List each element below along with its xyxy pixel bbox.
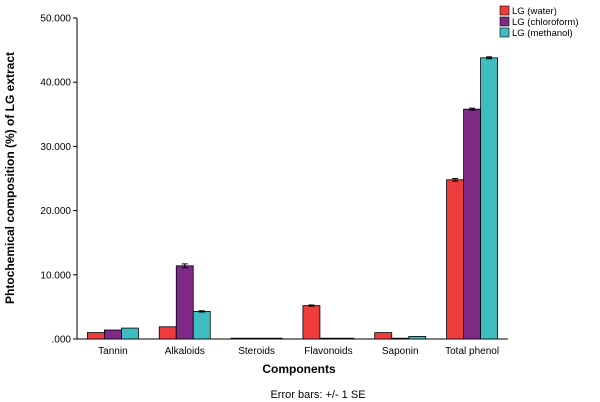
bars <box>87 56 498 340</box>
bar <box>319 337 338 340</box>
bar <box>302 305 321 340</box>
bar <box>104 329 122 340</box>
bar <box>175 265 194 340</box>
legend: LG (water)LG (chloroform)LG (methanol) <box>499 5 579 39</box>
legend-swatch <box>499 27 510 38</box>
bar <box>192 310 211 340</box>
x-axis: Tannin Alkaloids Steroids Flavonoids Saponin… <box>77 338 508 357</box>
x-axis-title: Components <box>262 362 336 376</box>
y-tick-label: 10.000 <box>40 270 71 281</box>
x-tick-label: Steroids <box>238 346 275 357</box>
bar <box>121 327 139 340</box>
legend-label: LG (chloroform) <box>512 17 579 28</box>
y-tick-label: 50.000 <box>40 14 71 25</box>
x-tick-label: Saponin <box>382 346 419 357</box>
bar <box>480 57 498 340</box>
x-tick-label: Alkaloids <box>165 346 205 357</box>
y-tick-label: 30.000 <box>40 142 71 153</box>
y-tick-label: 20.000 <box>40 206 71 217</box>
legend-swatch <box>499 16 510 27</box>
x-tick-label: Flavonoids <box>304 346 352 357</box>
bar <box>463 108 481 340</box>
bar <box>158 326 177 340</box>
x-tick-label: Total phenol <box>445 346 499 357</box>
bar <box>336 337 355 340</box>
bar <box>247 337 266 340</box>
y-tick-label: 40.000 <box>40 78 71 89</box>
bar <box>230 337 249 340</box>
legend-label: LG (methanol) <box>512 28 573 39</box>
legend-label: LG (water) <box>512 6 557 17</box>
bar <box>408 336 427 340</box>
error-bar-note: Error bars: +/- 1 SE <box>270 389 365 401</box>
bar <box>446 179 464 340</box>
bar <box>374 332 393 340</box>
y-axis: .000 10.000 20.000 30.000 40.000 50.000 <box>40 14 78 346</box>
x-tick-label: Tannin <box>98 346 127 357</box>
bar <box>87 332 105 340</box>
legend-swatch <box>499 5 510 16</box>
bar <box>264 337 283 340</box>
bar <box>391 337 410 340</box>
y-tick-label: .000 <box>52 335 72 346</box>
y-axis-title: Phtochemical composition (%) of LG extra… <box>3 52 17 304</box>
